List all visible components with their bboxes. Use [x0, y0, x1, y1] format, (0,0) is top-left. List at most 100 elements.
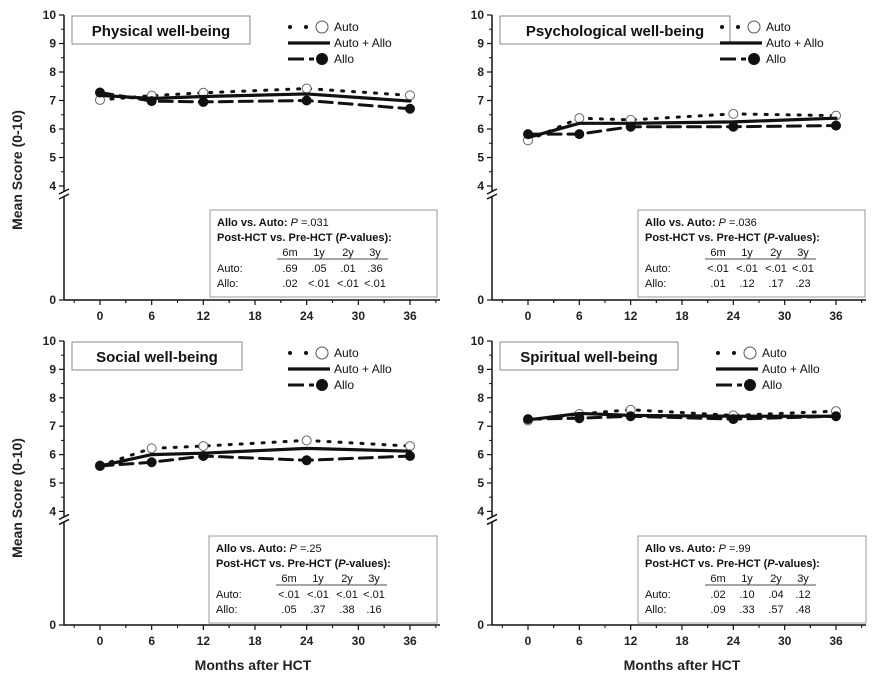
stats-cell: .16	[366, 604, 381, 616]
panel-1: 0 4 5 6 7 8 9 10 0 6 12 18 24 30 36 Physical well-being…	[43, 8, 440, 323]
stats-cell: .12	[795, 589, 810, 601]
stats-cell: <.01	[765, 263, 787, 275]
allo-data-point	[574, 129, 585, 140]
x-tick-label: 30	[352, 309, 366, 323]
legend-combined-label: Auto + Allo	[762, 362, 820, 376]
stats-column-header: 3y	[797, 247, 809, 259]
stats-cell: .36	[367, 263, 382, 275]
stats-comparison: Allo vs. Auto: P =.036	[645, 217, 757, 229]
y-axis-label-bottom: Mean Score (0-10)	[9, 438, 25, 558]
stats-comparison: Allo vs. Auto: P =.25	[216, 543, 322, 555]
legend-auto-marker	[315, 20, 329, 34]
y-tick-label: 4	[49, 179, 56, 193]
auto-data-point	[301, 83, 312, 94]
comparison-label: Allo vs. Auto:	[216, 543, 290, 555]
allo-data-point	[625, 411, 636, 422]
stats-column-header: 1y	[312, 573, 324, 585]
allo-data-point	[574, 413, 585, 424]
allo-data-point	[625, 121, 636, 132]
stats-cell: .17	[768, 278, 783, 290]
stats-row-label: Allo:	[217, 278, 238, 290]
allo-data-point	[728, 121, 739, 132]
auto-data-point	[405, 441, 415, 452]
allo-data-point	[95, 460, 105, 471]
auto-data-point	[198, 441, 209, 452]
allo-data-point	[405, 103, 415, 114]
y-tick-label: 10	[471, 8, 485, 22]
y-tick-label: 7	[49, 94, 56, 108]
legend-allo-marker	[748, 53, 760, 65]
allo-data-point	[95, 87, 105, 98]
x-tick-label: 30	[352, 634, 366, 648]
stats-cell: .02	[710, 589, 725, 601]
axis-break-mark	[486, 518, 498, 526]
stats-column-header: 6m	[282, 247, 297, 259]
stats-header: Post-HCT vs. Pre-HCT (P-values):	[217, 232, 392, 244]
legend-allo-label: Allo	[334, 378, 354, 392]
x-tick-label: 6	[576, 309, 583, 323]
p-label: P	[290, 543, 298, 555]
stats-cell: .12	[739, 278, 754, 290]
y-tick-label: 9	[49, 362, 56, 376]
x-tick-label: 0	[97, 634, 104, 648]
allo-data-point	[405, 451, 415, 462]
y-tick-label: 0	[477, 293, 484, 307]
stats-cell: .38	[339, 604, 354, 616]
y-tick-label: 6	[49, 448, 56, 462]
y-tick-label: 9	[49, 37, 56, 51]
x-tick-label: 30	[778, 634, 792, 648]
panel-title-box	[499, 341, 679, 371]
allo-data-point	[523, 129, 533, 140]
axis-break-mark	[58, 193, 70, 200]
y-tick-label: 7	[477, 419, 484, 433]
p-value: =.99	[726, 543, 751, 555]
y-tick-label: 10	[43, 8, 57, 22]
axis-break-mark	[58, 188, 70, 195]
stats-header-part: Post-HCT vs. Pre-HCT (	[217, 232, 340, 244]
auto-data-point	[301, 435, 312, 446]
legend-combined-label: Auto + Allo	[334, 36, 392, 50]
stats-row-label: Auto:	[216, 589, 242, 601]
legend-combined-label: Auto + Allo	[334, 362, 392, 376]
legend-auto-dot	[304, 351, 308, 355]
allo-data-point	[301, 455, 312, 466]
stats-cell: <.01	[792, 263, 814, 275]
x-tick-label: 6	[576, 634, 583, 648]
panel-2: 0 4 5 6 7 8 9 10 0 6 12 18 24 30 36 Psychological well-…	[471, 8, 866, 323]
allo-data-point	[831, 411, 841, 422]
stats-header-part: -values):	[775, 558, 820, 570]
x-tick-label: 6	[148, 309, 155, 323]
auto-data-point	[728, 108, 739, 119]
stats-row-label: Allo:	[216, 604, 237, 616]
x-tick-label: 0	[525, 634, 532, 648]
stats-cell: .57	[768, 604, 783, 616]
x-tick-label: 36	[403, 309, 417, 323]
stats-header-part: P	[767, 558, 775, 570]
legend-auto-dot	[732, 351, 736, 355]
stats-cell: .04	[768, 589, 783, 601]
x-tick-label: 30	[778, 309, 792, 323]
p-label: P	[719, 543, 727, 555]
x-tick-label: 6	[148, 634, 155, 648]
stats-header-part: Post-HCT vs. Pre-HCT (	[645, 232, 768, 244]
legend-auto-label: Auto	[762, 346, 787, 360]
series-line-allo	[98, 454, 412, 468]
stats-header: Post-HCT vs. Pre-HCT (P-values):	[645, 232, 820, 244]
legend-auto-dot	[288, 351, 292, 355]
allo-data-point	[728, 414, 739, 425]
stats-header-part: P	[339, 232, 347, 244]
allo-data-point	[523, 414, 533, 425]
y-tick-label: 8	[477, 391, 484, 405]
p-value: =.25	[297, 543, 322, 555]
comparison-label: Allo vs. Auto:	[645, 543, 719, 555]
stats-column-header: 6m	[281, 573, 296, 585]
stats-column-header: 1y	[741, 247, 753, 259]
stats-box-frame	[208, 535, 438, 624]
legend-auto-dot	[288, 25, 292, 29]
stats-column-header: 1y	[313, 247, 325, 259]
stats-cell: <.01	[736, 263, 758, 275]
axis-break-mark	[486, 193, 498, 200]
legend-auto-label: Auto	[334, 346, 359, 360]
x-tick-label: 18	[675, 634, 689, 648]
